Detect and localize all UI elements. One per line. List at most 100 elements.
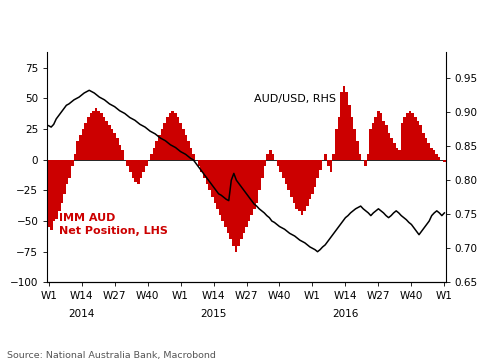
Bar: [184, 135, 187, 160]
Bar: [169, 113, 171, 160]
Text: 2016: 2016: [332, 310, 359, 319]
Bar: [417, 121, 419, 160]
Bar: [364, 160, 367, 166]
Bar: [324, 153, 327, 160]
Text: 2014: 2014: [68, 310, 95, 319]
Bar: [266, 153, 269, 160]
Bar: [282, 160, 285, 178]
Bar: [335, 129, 338, 160]
Bar: [301, 160, 303, 215]
Bar: [332, 153, 335, 160]
Bar: [66, 160, 68, 184]
Bar: [121, 150, 124, 160]
Bar: [271, 153, 274, 160]
Bar: [298, 160, 301, 211]
Bar: [224, 160, 227, 227]
Bar: [243, 160, 245, 233]
Bar: [403, 117, 406, 160]
Bar: [263, 160, 266, 166]
Bar: [253, 160, 256, 209]
Bar: [139, 160, 142, 178]
Bar: [261, 160, 263, 178]
Bar: [295, 160, 298, 209]
Bar: [354, 129, 356, 160]
Bar: [433, 150, 435, 160]
Bar: [222, 160, 224, 221]
Bar: [232, 160, 235, 245]
Bar: [87, 117, 90, 160]
Bar: [277, 160, 279, 166]
Bar: [309, 160, 311, 199]
Bar: [53, 160, 55, 221]
Bar: [108, 126, 111, 160]
Bar: [385, 126, 387, 160]
Bar: [409, 111, 411, 160]
Bar: [68, 160, 71, 178]
Bar: [166, 117, 169, 160]
Bar: [100, 113, 103, 160]
Bar: [235, 160, 237, 252]
Bar: [198, 160, 200, 166]
Bar: [306, 160, 309, 206]
Bar: [192, 153, 195, 160]
Bar: [287, 160, 290, 190]
Bar: [303, 160, 306, 211]
Bar: [116, 138, 119, 160]
Bar: [380, 113, 382, 160]
Bar: [351, 117, 354, 160]
Bar: [430, 147, 433, 160]
Bar: [372, 123, 374, 160]
Bar: [113, 133, 116, 160]
Bar: [367, 153, 369, 160]
Bar: [71, 160, 74, 166]
Bar: [435, 153, 438, 160]
Bar: [153, 147, 155, 160]
Bar: [369, 129, 372, 160]
Bar: [79, 135, 82, 160]
Bar: [327, 160, 330, 166]
Bar: [206, 160, 208, 184]
Bar: [111, 129, 113, 160]
Bar: [425, 138, 427, 160]
Bar: [58, 160, 60, 211]
Bar: [90, 113, 92, 160]
Bar: [393, 143, 395, 160]
Bar: [250, 160, 253, 215]
Bar: [200, 160, 203, 172]
Bar: [414, 117, 417, 160]
Bar: [214, 160, 216, 203]
Bar: [129, 160, 132, 172]
Bar: [50, 160, 53, 230]
Bar: [316, 160, 319, 178]
Bar: [348, 105, 351, 160]
Bar: [258, 160, 261, 190]
Bar: [187, 142, 190, 160]
Bar: [443, 160, 446, 162]
Bar: [237, 160, 240, 245]
Bar: [60, 160, 63, 203]
Bar: [248, 160, 250, 221]
Bar: [374, 117, 377, 160]
Bar: [74, 153, 76, 160]
Bar: [63, 160, 66, 194]
Text: Source: National Australia Bank, Macrobond: Source: National Australia Bank, Macrobo…: [7, 351, 216, 360]
Bar: [92, 111, 95, 160]
Bar: [346, 92, 348, 160]
Bar: [256, 160, 258, 203]
Bar: [145, 160, 147, 166]
Bar: [142, 160, 145, 172]
Bar: [401, 123, 403, 160]
Bar: [132, 160, 134, 178]
Bar: [419, 126, 422, 160]
Bar: [427, 143, 430, 160]
Bar: [338, 117, 340, 160]
Bar: [98, 111, 100, 160]
Bar: [95, 108, 98, 160]
Bar: [390, 138, 393, 160]
Bar: [126, 160, 129, 166]
Bar: [422, 133, 425, 160]
Bar: [158, 135, 161, 160]
Bar: [155, 142, 158, 160]
Bar: [208, 160, 211, 190]
Bar: [290, 160, 293, 197]
